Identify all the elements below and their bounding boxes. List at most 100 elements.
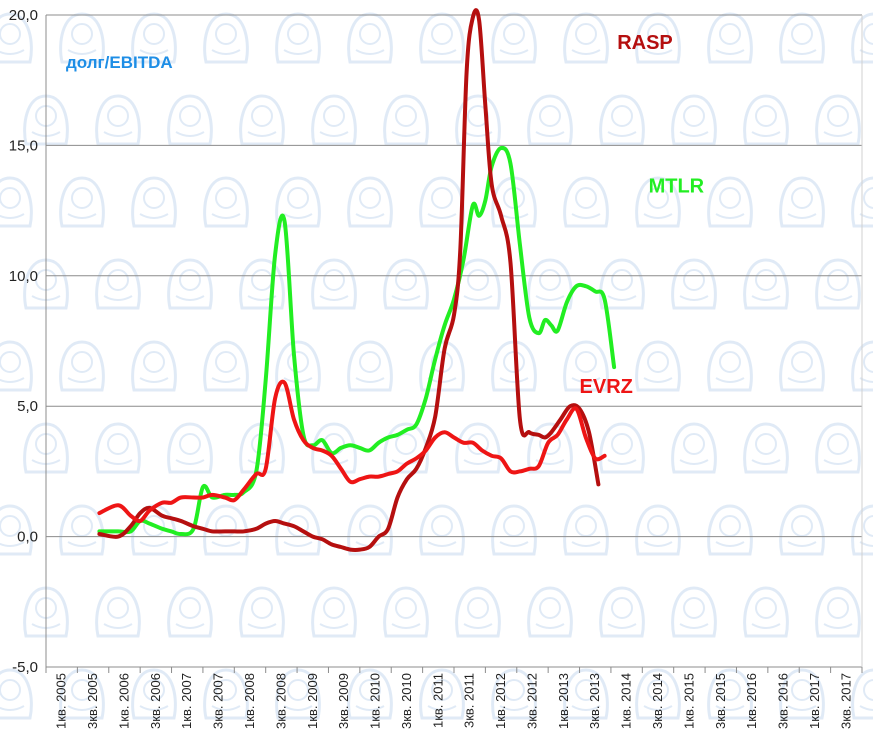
watermark-doll [59,504,105,556]
watermark-doll [527,258,573,310]
x-tick-label: 1кв. 2014 [619,673,634,729]
watermark-doll [203,668,249,720]
x-tick-label: 3кв. 2014 [650,673,665,729]
watermark-doll [635,504,681,556]
watermark-doll [347,668,393,720]
y-tick-label: -5,0 [12,659,38,676]
watermark-doll [563,668,609,720]
x-tick-label: 1кв. 2006 [116,673,131,729]
y-tick-label: 5,0 [17,398,38,415]
watermark-doll [851,668,873,720]
series-label-mtlr: MTLR [649,175,705,197]
watermark-doll [0,340,33,392]
series-line-rasp [97,8,601,552]
watermark-doll [59,176,105,228]
watermark-doll [95,94,141,146]
watermark-doll [743,422,789,474]
watermark-doll [95,586,141,638]
watermark-doll [491,340,537,392]
watermark-doll [815,422,861,474]
watermark-doll [707,12,753,64]
x-tick-label: 3кв. 2007 [211,673,226,729]
x-tick-label: 1кв. 2013 [556,673,571,729]
watermark-doll [275,668,321,720]
watermark-doll [311,94,357,146]
watermark-doll [311,258,357,310]
watermark-doll [851,12,873,64]
watermark-doll [347,176,393,228]
watermark-doll [311,586,357,638]
watermark-doll [527,422,573,474]
x-tick-label: 3кв. 2005 [85,673,100,729]
x-tick-label: 1кв. 2010 [368,673,383,729]
series-layer [97,8,617,552]
watermark-doll [419,176,465,228]
watermark-doll [563,12,609,64]
gridlines [46,14,862,668]
watermark-doll [671,94,717,146]
watermark-doll [527,94,573,146]
watermark-doll [131,12,177,64]
x-tick-label: 1кв. 2017 [807,673,822,729]
x-tick-label: 3кв. 2011 [462,673,477,728]
series-label-rasp: RASP [617,32,673,54]
watermark-doll [779,12,825,64]
watermark-doll [455,422,501,474]
x-tick-label: 1кв. 2012 [493,673,508,729]
watermark-doll [419,668,465,720]
watermark-doll [59,668,105,720]
watermark-doll [707,504,753,556]
watermark-doll [671,586,717,638]
x-tick-label: 3кв. 2017 [838,673,853,729]
watermark-doll [635,668,681,720]
watermark-doll [59,12,105,64]
watermark-doll [851,504,873,556]
watermark-doll [743,94,789,146]
y-tick-label: 20,0 [9,7,38,24]
watermark-doll [203,176,249,228]
x-tick-label: 3кв. 2006 [148,673,163,729]
x-tick-label: 1кв. 2007 [179,673,194,729]
watermark-doll [383,586,429,638]
watermark-layer [0,12,873,720]
watermark-doll [95,422,141,474]
watermark-doll [599,422,645,474]
watermark-doll [131,176,177,228]
x-tick-label: 1кв. 2008 [242,673,257,729]
watermark-doll [0,12,33,64]
watermark-doll [0,176,33,228]
y-tick-label: 0,0 [17,529,38,546]
watermark-doll [167,94,213,146]
x-axis: 1кв. 2005 3кв. 2005 1кв. 2006 3кв. 2006 1кв.… [45,667,863,729]
watermark-doll [599,586,645,638]
y-axis: -5,0 0,0 5,0 10,0 15,0 20,0 [9,7,38,676]
watermark-doll [0,668,33,720]
watermark-doll [599,94,645,146]
x-tick-label: 3кв. 2010 [399,673,414,729]
watermark-doll [527,586,573,638]
watermark-doll [239,258,285,310]
watermark-doll [167,586,213,638]
watermark-doll [707,176,753,228]
watermark-doll [635,340,681,392]
watermark-doll [707,340,753,392]
watermark-doll [671,258,717,310]
watermark-doll [491,504,537,556]
x-tick-label: 1кв. 2011 [430,673,445,728]
plot-border [45,15,863,667]
x-tick-label: 1кв. 2009 [305,673,320,729]
watermark-doll [239,586,285,638]
watermark-doll [131,668,177,720]
labels-layer: долг/EBITDA MTLR RASP EVRZ [66,32,705,398]
watermark-doll [383,94,429,146]
watermark-doll [671,422,717,474]
watermark-doll [779,504,825,556]
series-line-mtlr [97,145,617,537]
watermark-doll [707,668,753,720]
watermark-doll [491,668,537,720]
watermark-doll [347,12,393,64]
watermark-doll [815,258,861,310]
x-tick-label: 3кв. 2012 [524,673,539,729]
x-tick-label: 1кв. 2005 [54,673,69,729]
